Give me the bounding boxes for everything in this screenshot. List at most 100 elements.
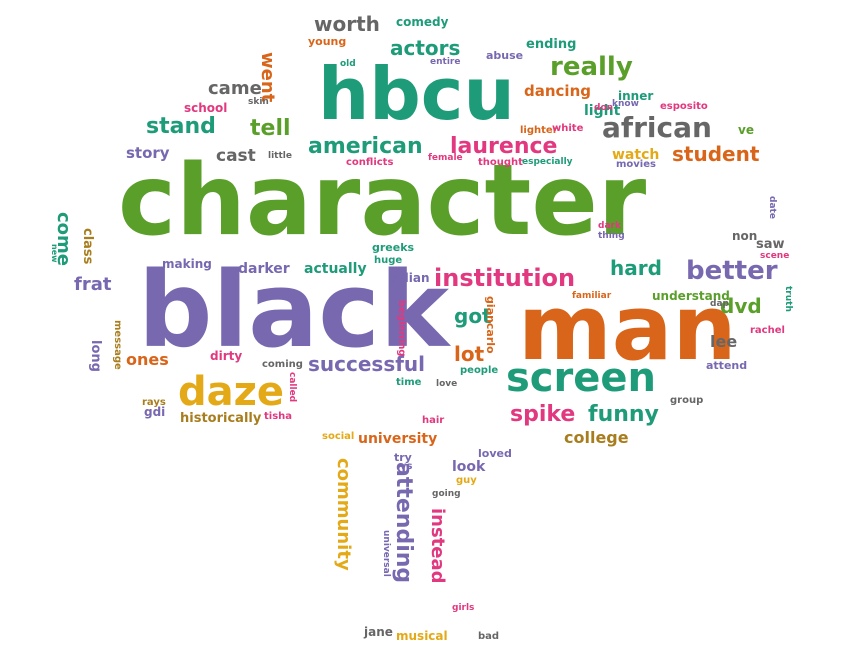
word-don: don <box>594 103 614 113</box>
word-story: story <box>126 144 170 162</box>
word-college: college <box>564 428 629 447</box>
word-date: date <box>767 196 777 219</box>
word-long: long <box>88 340 103 372</box>
word-non: non <box>732 229 758 243</box>
word-lee: lee <box>710 332 738 351</box>
word-historically: historically <box>180 411 262 426</box>
word-abuse: abuse <box>486 49 524 62</box>
word-rays: rays <box>142 397 166 408</box>
word-musical: musical <box>396 629 448 643</box>
word-ve: ve <box>738 123 754 137</box>
word-inner: inner <box>618 89 654 103</box>
word-comedy: comedy <box>396 15 449 29</box>
word-greeks: greeks <box>372 241 415 254</box>
word-skin: skin <box>248 97 269 107</box>
word-especially: especially <box>522 157 573 167</box>
word-dark: dark <box>598 221 621 231</box>
word-attend: attend <box>706 359 748 372</box>
word-female: female <box>428 153 463 163</box>
word-bad: bad <box>478 631 500 642</box>
word-went: went <box>257 52 278 103</box>
word-hard: hard <box>610 256 662 280</box>
word-daze: daze <box>178 369 285 415</box>
word-love: love <box>436 379 458 389</box>
word-light: light <box>584 103 621 119</box>
word-old: old <box>340 59 356 69</box>
word-school: school <box>184 101 228 115</box>
word-funny: funny <box>588 402 659 427</box>
word-student: student <box>672 142 760 166</box>
word-ones: ones <box>126 350 169 369</box>
word-dirty: dirty <box>210 349 243 363</box>
word-making: making <box>162 257 212 271</box>
word-girls: girls <box>452 603 475 613</box>
word-going: going <box>432 489 461 499</box>
word-american: american <box>308 134 423 159</box>
word-ending: ending <box>526 37 577 52</box>
word-coming: coming <box>262 359 303 370</box>
word-little: little <box>268 151 292 161</box>
word-called: called <box>287 372 297 403</box>
word-screen: screen <box>506 355 656 401</box>
word-familiar: familiar <box>572 291 612 301</box>
word-giancarlo: giancarlo <box>484 296 497 354</box>
word-message: message <box>112 320 123 370</box>
word-came: came <box>208 78 262 99</box>
word-time: time <box>396 377 422 388</box>
word-truth: truth <box>783 286 793 312</box>
word-black: black <box>138 249 450 371</box>
word-hbcu: hbcu <box>318 52 515 136</box>
word-actors: actors <box>390 36 461 60</box>
word-successful: successful <box>308 352 426 376</box>
word-jane: jane <box>364 625 393 639</box>
word-instead: instead <box>427 508 448 584</box>
word-darker: darker <box>238 261 290 277</box>
word-esposito: esposito <box>660 101 708 112</box>
word-better: better <box>686 256 778 286</box>
word-huge: huge <box>374 255 403 266</box>
word-social: social <box>322 431 355 442</box>
word-institution: institution <box>434 264 576 292</box>
word-laurence: laurence <box>450 134 558 159</box>
word-spike: spike <box>510 402 576 427</box>
word-hair: hair <box>422 415 445 426</box>
word-young: young <box>308 35 347 48</box>
word-loved: loved <box>478 447 512 460</box>
word-dap: dap <box>710 299 729 309</box>
word-beginning: beginning <box>396 300 407 357</box>
word-know: know <box>612 99 639 109</box>
word-frat: frat <box>74 274 112 295</box>
word-try: try <box>394 451 412 464</box>
word-saw: saw <box>756 237 785 252</box>
word-people: people <box>460 365 499 376</box>
word-community: community <box>333 458 354 571</box>
word-thought: thought <box>478 157 523 168</box>
word-class: class <box>80 228 95 265</box>
word-african: african <box>602 111 712 144</box>
word-dancing: dancing <box>524 82 591 100</box>
word-new: new <box>50 244 59 263</box>
word-watch: watch <box>612 147 660 163</box>
word-gdi: gdi <box>144 405 166 419</box>
word-university: university <box>358 431 438 447</box>
word-white: white <box>552 123 584 134</box>
word-look: look <box>452 459 486 475</box>
word-thing: thing <box>598 231 625 241</box>
word-really: really <box>550 52 633 82</box>
word-rachel: rachel <box>750 325 785 336</box>
word-got: got <box>454 304 492 328</box>
word-julian: julian <box>392 271 430 285</box>
word-stand: stand <box>146 114 216 139</box>
word-attending: attending <box>391 462 416 584</box>
word-guy: guy <box>456 475 477 486</box>
word-lot: lot <box>454 342 485 366</box>
word-vs: vs <box>400 461 413 472</box>
word-movies: movies <box>616 159 656 170</box>
word-understand: understand <box>652 289 730 303</box>
word-entire: entire <box>430 57 461 67</box>
word-actually: actually <box>304 261 367 277</box>
word-cast: cast <box>216 146 256 166</box>
word-worth: worth <box>314 12 380 36</box>
word-conflicts: conflicts <box>346 157 394 168</box>
